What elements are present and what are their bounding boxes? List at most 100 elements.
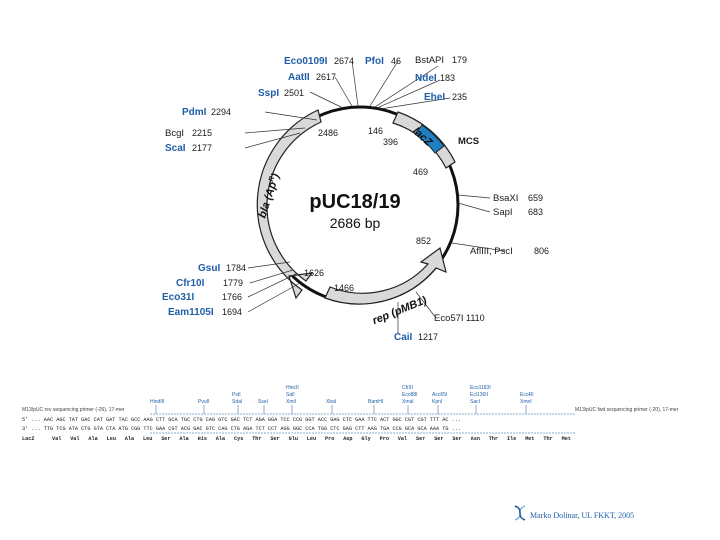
svg-text:M13/pUC rev sequencing primer: M13/pUC rev sequencing primer (-26), 17-… <box>22 407 125 413</box>
amino-acid: Ala <box>88 436 97 442</box>
site-bcgi: BcgI <box>165 128 184 139</box>
amino-acid: Val <box>70 436 79 442</box>
amino-acid: Ser <box>452 436 461 442</box>
site-cfr10i: Cfr10I <box>176 278 205 289</box>
site-eco57i: Eco57I <box>434 313 464 324</box>
mcs-enzyme-label: HindIII <box>150 399 164 405</box>
svg-text:179: 179 <box>452 55 467 65</box>
amino-acid: Val <box>52 436 61 442</box>
amino-acid: Leu <box>143 436 152 442</box>
svg-text:235: 235 <box>452 92 467 102</box>
amino-acid: His <box>198 436 207 442</box>
mcs-enzyme-label: PvuII <box>198 399 209 405</box>
mcs-enzyme-label: Eco1183I <box>470 385 491 391</box>
mcs-enzyme-label: HincII <box>286 385 299 391</box>
inner-numbers: 2486 146 396 469 852 1626 1466 <box>304 126 431 293</box>
amino-acid: Ile <box>507 436 516 442</box>
mcs-enzyme-label: SacI <box>470 399 480 405</box>
svg-text:M13/pUC fwd sequencing primer: M13/pUC fwd sequencing primer (-20), 17-… <box>575 407 679 413</box>
svg-text:2617: 2617 <box>316 72 336 82</box>
amino-acid: Leu <box>307 436 316 442</box>
mcs-enzyme-label: EcoRI <box>520 392 534 398</box>
amino-acid: Ser <box>161 436 170 442</box>
svg-text:1694: 1694 <box>222 307 242 317</box>
bla-feature <box>256 109 322 300</box>
site-aatii: AatII <box>288 72 310 83</box>
svg-text:1110: 1110 <box>466 313 485 323</box>
site-sspi: SspI <box>258 88 279 99</box>
amino-acid: Asn <box>471 436 480 442</box>
svg-text:1626: 1626 <box>304 268 324 278</box>
plasmid-size: 2686 bp <box>330 215 381 231</box>
site-sapi: SapI <box>493 207 513 218</box>
mcs-enzyme-label: BamHI <box>368 399 383 405</box>
amino-acid: Met <box>525 436 534 442</box>
site-pfoi: PfoI <box>365 56 384 67</box>
amino-acid: Asp <box>343 436 352 442</box>
site-caii: CaiI <box>394 332 413 343</box>
svg-text:469: 469 <box>413 167 428 177</box>
site-eam1105i: Eam1105I <box>168 307 214 318</box>
amino-acid: Val <box>398 436 407 442</box>
site-eco31i: Eco31I <box>162 292 194 303</box>
svg-text:183: 183 <box>440 73 455 83</box>
svg-text:659: 659 <box>528 193 543 203</box>
strand-3prime: 3' ... TTG TCG ATA CTG GTA CTA ATG CGG T… <box>22 426 461 432</box>
site-eco0109i: Eco0109I <box>284 56 328 67</box>
rep-feature <box>324 246 447 305</box>
mcs-enzyme-label: XmnI <box>520 399 532 405</box>
site-pdmi: PdmI <box>182 107 207 118</box>
mcs-sequence: M13/pUC rev sequencing primer (-26), 17-… <box>22 385 679 442</box>
amino-acid: Pro <box>325 436 334 442</box>
amino-acid: Ala <box>179 436 188 442</box>
svg-text:1766: 1766 <box>222 292 242 302</box>
amino-acid: Ala <box>125 436 134 442</box>
site-afliii: AflIII, PscI <box>470 246 513 257</box>
site-scai: ScaI <box>165 143 186 154</box>
site-gsui: GsuI <box>198 263 220 274</box>
svg-text:2215: 2215 <box>192 128 212 138</box>
svg-text:806: 806 <box>534 246 549 256</box>
amino-acid: Gly <box>361 436 371 442</box>
amino-acid-row: Val Val Ala Leu Ala Leu Ser Ala His Ala Cys Thr Ser G… <box>52 436 571 442</box>
mcs-enzyme-label: Eco88I <box>402 392 418 398</box>
svg-text:46: 46 <box>391 56 401 66</box>
site-ndei: NdeI <box>415 73 437 84</box>
amino-acid: Pro <box>380 436 389 442</box>
mcs-enzyme-label: SdaI <box>232 399 242 405</box>
amino-acid: Leu <box>107 436 116 442</box>
amino-acid: Met <box>562 436 571 442</box>
amino-acid: Thr <box>543 436 552 442</box>
svg-text:683: 683 <box>528 207 543 217</box>
site-ehei: EheI <box>424 92 445 103</box>
dna-helix-icon <box>514 505 526 521</box>
svg-text:2501: 2501 <box>284 88 304 98</box>
svg-text:1784: 1784 <box>226 263 246 273</box>
mcs-enzyme-label: KpnI <box>432 399 442 405</box>
amino-acid: Ser <box>416 436 425 442</box>
svg-text:146: 146 <box>368 126 383 136</box>
svg-text:2294: 2294 <box>211 107 231 117</box>
mcs-box <box>414 124 445 154</box>
mcs-enzyme-label: Ecl136II <box>470 392 488 398</box>
mcs-enzyme-label: XmiI <box>286 399 296 405</box>
svg-text:1466: 1466 <box>334 283 354 293</box>
mcs-enzyme-label: XmaI <box>402 399 414 405</box>
svg-text:2674: 2674 <box>334 56 354 66</box>
mcs-enzyme-label: SalI <box>286 392 295 398</box>
strand-5prime: 5' ... AAC AGC TAT GAC CAT GAT TAC GCC A… <box>22 417 461 423</box>
mcs-enzyme-label: SseI <box>258 399 268 405</box>
amino-acid: Glu <box>289 436 298 442</box>
amino-acid: Thr <box>489 436 498 442</box>
amino-acid: Cys <box>234 436 243 442</box>
site-bsaxi: BsaXI <box>493 193 518 204</box>
amino-acid: Thr <box>252 436 261 442</box>
svg-text:2177: 2177 <box>192 143 212 153</box>
site-bstapi: BstAPI <box>415 55 444 66</box>
svg-text:1217: 1217 <box>418 332 438 342</box>
mcs-enzyme-label: Cfr9I <box>402 385 413 391</box>
mcs-enzyme-label: PstI <box>232 392 241 398</box>
svg-text:2486: 2486 <box>318 128 338 138</box>
